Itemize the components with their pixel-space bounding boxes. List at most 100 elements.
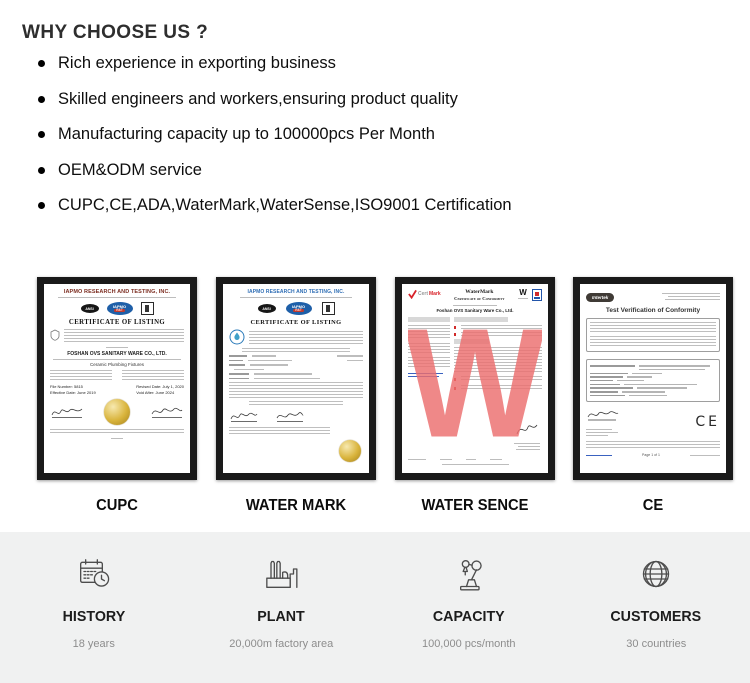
stat-value: 20,000m factory area — [229, 638, 334, 650]
certificate-field: Void After: June 2024 — [136, 389, 175, 395]
certificate-title: WaterMark Certificate of Conformity — [454, 289, 505, 301]
stat-value: 100,000 pcs/month — [421, 638, 516, 650]
globe-icon — [643, 560, 670, 588]
benefits-list: Rich experience in exporting business Sk… — [38, 53, 512, 231]
certificate-image-cupc[interactable]: IAPMO RESEARCH AND TESTING, INC. ANSI IA… — [37, 277, 197, 480]
certification-mark-logo — [321, 302, 335, 315]
list-item: CUPC,CE,ADA,WaterMark,WaterSense,ISO9001… — [38, 195, 512, 216]
link-placeholder — [586, 454, 612, 457]
placeholder-paragraph — [453, 347, 542, 373]
link-placeholder — [408, 373, 444, 374]
placeholder-paragraph — [408, 357, 450, 369]
certification-emblem — [532, 289, 542, 301]
certificate-field: File Number: 5815 — [50, 383, 83, 389]
watermark-letter: W — [408, 297, 542, 468]
signature — [587, 411, 619, 421]
list-item: Skilled engineers and workers,ensuring p… — [38, 89, 512, 110]
certificate-label-cupc: CUPC — [96, 497, 138, 514]
list-item: Manufacturing capacity up to 100000pcs P… — [38, 124, 512, 145]
bullet-icon — [38, 131, 45, 138]
placeholder-paragraph — [590, 322, 716, 332]
intertek-logo: Intertek — [586, 293, 615, 302]
bullet-icon — [38, 60, 45, 67]
certificate-field: Effective Date: June 2019 — [50, 389, 96, 395]
signature-left — [51, 408, 83, 418]
link-placeholder — [408, 376, 440, 377]
certification-mark-logo — [140, 302, 154, 315]
watermark-w-logo: W — [518, 289, 528, 299]
stat-capacity: CAPACITY 100,000 pcs/month — [375, 532, 563, 683]
placeholder-paragraph — [249, 330, 363, 344]
placeholder-text-line — [53, 358, 181, 360]
placeholder-text-line — [106, 347, 128, 348]
placeholder-paragraph — [249, 401, 343, 405]
cupc-shield-icon — [50, 329, 60, 341]
bullet-text: Rich experience in exporting business — [58, 54, 336, 72]
bullet-icon — [38, 166, 45, 174]
company-name: FOSHAN OVS SANITARY WARE CO., LTD. — [67, 351, 167, 357]
certmark-logo: Cert Mark — [408, 289, 441, 299]
certificate-header: IAPMO RESEARCH AND TESTING, INC. — [63, 289, 171, 295]
list-item: Rich experience in exporting business — [38, 53, 512, 74]
robot-arm-icon — [459, 560, 482, 591]
placeholder-paragraph — [50, 369, 112, 380]
stat-customers: CUSTOMERS 30 countries — [563, 532, 750, 683]
certificate-field: Revised Date: July 1, 2020 — [136, 383, 184, 389]
certificate-title: CERTIFICATE OF LISTING — [250, 319, 342, 326]
iapmo-rt-logo: IAPMO R&T — [106, 302, 133, 315]
certificate-header: IAPMO RESEARCH AND TESTING, INC. — [247, 289, 345, 295]
certificate-image-watermark[interactable]: IAPMO RESEARCH AND TESTING, INC. ANSI IA… — [216, 277, 376, 480]
ansi-logo: ANSI — [80, 304, 99, 313]
signature-right — [151, 407, 183, 418]
placeholder-text-line — [441, 464, 509, 465]
gold-seal — [339, 440, 361, 462]
placeholder-text-line — [453, 305, 497, 306]
bullet-text: OEM&ODM service — [58, 160, 202, 179]
ansi-logo: ANSI — [257, 304, 276, 313]
placeholder-paragraph — [590, 336, 716, 348]
ce-mark: CE — [695, 414, 720, 431]
stat-label: CAPACITY — [432, 608, 505, 625]
page-title: WHY CHOOSE US ? — [22, 21, 209, 43]
table-header — [453, 317, 509, 322]
stat-label: CUSTOMERS — [610, 608, 702, 625]
bullet-icon — [38, 202, 45, 209]
placeholder-text-line — [239, 297, 353, 298]
signature-left — [230, 412, 258, 422]
list-item: OEM&ODM service — [38, 160, 512, 181]
bullet-text: Skilled engineers and workers,ensuring p… — [58, 89, 458, 108]
bullet-text: CUPC,CE,ADA,WaterMark,WaterSense,ISO9001… — [58, 196, 512, 214]
stat-label: HISTORY — [62, 608, 126, 625]
certificate-image-ce[interactable]: Intertek Test Verification of Conformity — [573, 277, 733, 480]
page-number: Page 1 of 1 — [642, 453, 660, 458]
gold-seal — [104, 398, 130, 425]
stat-value: 30 countries — [626, 638, 687, 650]
watersense-logo — [229, 329, 245, 345]
certificate-image-watersense[interactable]: W Cert Mark WaterMark Certificate of Conf… — [395, 277, 555, 480]
certificate-label-watersense: WATER SENCE — [421, 497, 529, 514]
bullet-icon — [38, 95, 45, 103]
factory-icon — [266, 560, 298, 588]
placeholder-paragraph — [50, 428, 184, 435]
signature — [516, 424, 538, 435]
placeholder-paragraph — [64, 329, 184, 344]
stat-label: PLANT — [257, 608, 306, 625]
placeholder-paragraph — [122, 369, 184, 380]
placeholder-paragraph — [242, 348, 350, 352]
certificate-title: CERTIFICATE OF LISTING — [68, 319, 166, 326]
table-header — [453, 339, 489, 344]
placeholder-paragraph — [229, 382, 363, 398]
table-header — [408, 317, 450, 322]
company-name: Foshan OVS Sanitary Ware Co., Ltd. — [436, 308, 514, 313]
certificate-label-ce: CE — [642, 497, 664, 514]
signature-right — [276, 412, 304, 422]
product-name: Ceramic Plumbing Fixtures — [89, 361, 144, 367]
calendar-clock-icon — [79, 559, 109, 587]
bullet-text: Manufacturing capacity up to 100000pcs P… — [58, 125, 435, 143]
placeholder-paragraph — [408, 325, 450, 339]
stat-value: 18 years — [72, 638, 115, 650]
stat-history: HISTORY 18 years — [0, 532, 188, 683]
certificate-title: Test Verification of Conformity — [605, 307, 701, 314]
placeholder-paragraph — [229, 427, 330, 434]
stat-plant: PLANT 20,000m factory area — [188, 532, 376, 683]
